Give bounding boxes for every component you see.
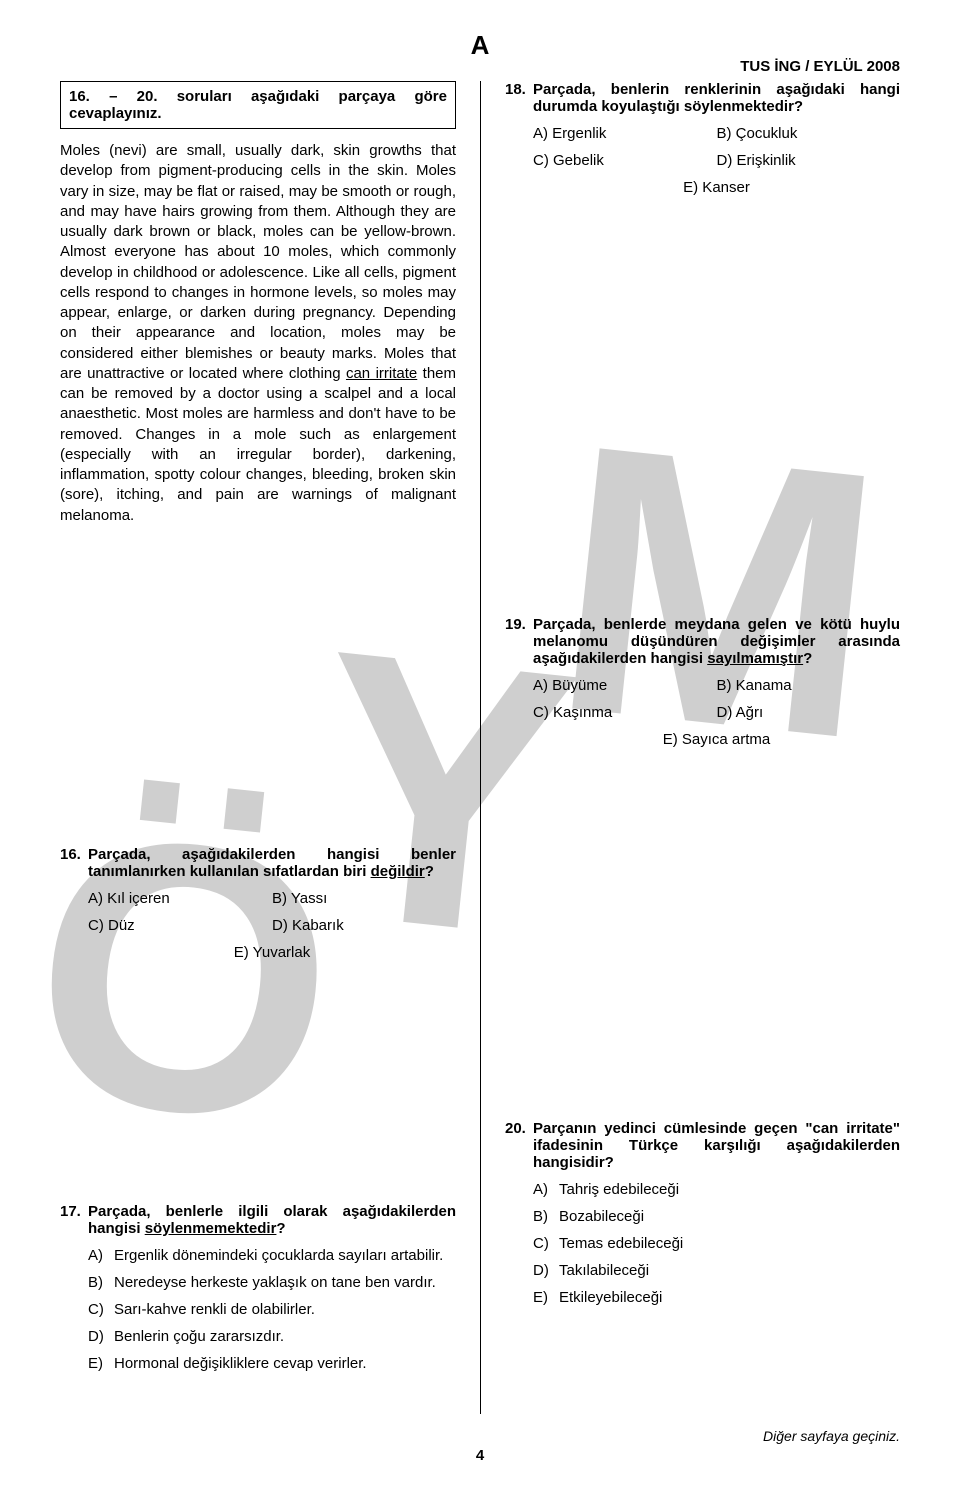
q17-number: 17. xyxy=(60,1203,88,1237)
q16-opt-b: B) Yassı xyxy=(272,890,456,907)
q18-opt-b: B) Çocukluk xyxy=(717,125,901,142)
q19-stem: Parçada, benlerde meydana gelen ve kötü … xyxy=(533,616,900,667)
q20-opt-d: D)Takılabileceği xyxy=(533,1262,900,1279)
footer-page-number: 4 xyxy=(0,1447,960,1464)
q16-number: 16. xyxy=(60,846,88,880)
question-19: 19. Parçada, benlerde meydana gelen ve k… xyxy=(505,616,900,748)
q17-stem: Parçada, benlerle ilgili olarak aşağıdak… xyxy=(88,1203,456,1237)
q20-opt-c: C)Temas edebileceği xyxy=(533,1235,900,1252)
q16-opt-d: D) Kabarık xyxy=(272,917,456,934)
question-17: 17. Parçada, benlerle ilgili olarak aşağ… xyxy=(60,1203,456,1372)
q18-stem: Parçada, benlerin renklerinin aşağıdaki … xyxy=(533,81,900,115)
question-16: 16. Parçada, aşağıdakilerden hangisi ben… xyxy=(60,846,456,961)
passage-part-b: them can be removed by a doctor using a … xyxy=(60,365,456,524)
columns: 16. – 20. soruları aşağıdaki parçaya gör… xyxy=(60,81,900,1414)
q17-opt-d: D)Benlerin çoğu zararsızdır. xyxy=(88,1328,456,1345)
question-18: 18. Parçada, benlerin renklerinin aşağıd… xyxy=(505,81,900,196)
footer-note: Diğer sayfaya geçiniz. xyxy=(763,1428,900,1444)
q19-opt-e: E) Sayıca artma xyxy=(533,731,900,748)
right-column: 18. Parçada, benlerin renklerinin aşağıd… xyxy=(480,81,900,1414)
q17-opt-b: B)Neredeyse herkeste yaklaşık on tane be… xyxy=(88,1274,456,1291)
q20-opt-a: A)Tahriş edebileceği xyxy=(533,1181,900,1198)
header-letter: A xyxy=(60,30,900,61)
q17-opt-a: A)Ergenlik dönemindeki çocuklarda sayıla… xyxy=(88,1247,456,1264)
q19-opt-d: D) Ağrı xyxy=(717,704,901,721)
left-column: 16. – 20. soruları aşağıdaki parçaya gör… xyxy=(60,81,480,1414)
q16-opt-a: A) Kıl içeren xyxy=(88,890,272,907)
q20-stem: Parçanın yedinci cümlesinde geçen "can i… xyxy=(533,1120,900,1171)
q19-opt-c: C) Kaşınma xyxy=(533,704,717,721)
passage: Moles (nevi) are small, usually dark, sk… xyxy=(60,141,456,526)
q20-number: 20. xyxy=(505,1120,533,1171)
question-20: 20. Parçanın yedinci cümlesinde geçen "c… xyxy=(505,1120,900,1306)
q19-number: 19. xyxy=(505,616,533,667)
q16-opt-e: E) Yuvarlak xyxy=(88,944,456,961)
q18-opt-d: D) Erişkinlik xyxy=(717,152,901,169)
q16-opt-c: C) Düz xyxy=(88,917,272,934)
q20-opt-e: E)Etkileyebileceği xyxy=(533,1289,900,1306)
passage-underline: can irritate xyxy=(346,365,417,382)
header-exam-title: TUS İNG / EYLÜL 2008 xyxy=(740,58,900,75)
q17-opt-e: E)Hormonal değişikliklere cevap verirler… xyxy=(88,1355,456,1372)
instruction-box: 16. – 20. soruları aşağıdaki parçaya gör… xyxy=(60,81,456,129)
q16-stem: Parçada, aşağıdakilerden hangisi benler … xyxy=(88,846,456,880)
q17-opt-c: C)Sarı-kahve renkli de olabilirler. xyxy=(88,1301,456,1318)
q18-opt-c: C) Gebelik xyxy=(533,152,717,169)
page: A TUS İNG / EYLÜL 2008 16. – 20. sorular… xyxy=(0,0,960,1494)
passage-part-a: Moles (nevi) are small, usually dark, sk… xyxy=(60,142,456,382)
q19-opt-a: A) Büyüme xyxy=(533,677,717,694)
q18-opt-e: E) Kanser xyxy=(533,179,900,196)
q19-opt-b: B) Kanama xyxy=(717,677,901,694)
q18-opt-a: A) Ergenlik xyxy=(533,125,717,142)
q20-opt-b: B)Bozabileceği xyxy=(533,1208,900,1225)
q18-number: 18. xyxy=(505,81,533,115)
